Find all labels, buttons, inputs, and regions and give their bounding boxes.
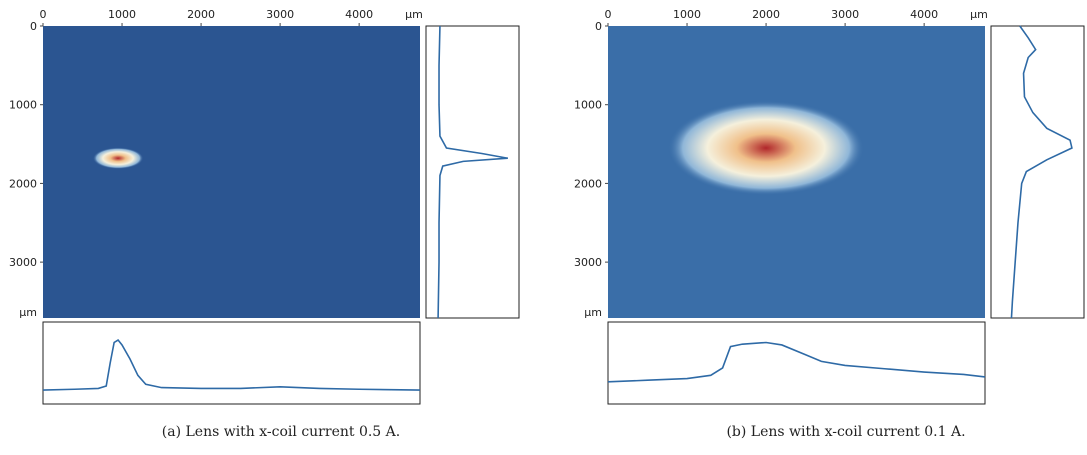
x-tick-label: 1000 [673, 8, 701, 21]
x-tick-label: 2000 [752, 8, 780, 21]
x-tick-label: 1000 [108, 8, 136, 21]
beam-spot [668, 100, 865, 196]
y-tick-label: 3000 [574, 256, 602, 269]
x-unit-label: μm [405, 8, 423, 21]
x-tick-label: 4000 [910, 8, 938, 21]
y-profile-frame [990, 25, 1085, 319]
y-profile-frame [425, 25, 520, 319]
panel: 0 1000 2000 3000 4000 μm 0 1000 2000 3000 μm (b) Le… [574, 8, 1085, 440]
y-tick-label: 1000 [9, 99, 37, 112]
y-tick-label: 1000 [574, 99, 602, 112]
x-tick-label: 0 [40, 8, 47, 21]
image-background [43, 26, 420, 318]
x-tick-label: 3000 [266, 8, 294, 21]
x-profile-line [607, 341, 986, 383]
y-tick-label: 0 [30, 20, 37, 33]
x-tick-label: 3000 [831, 8, 859, 21]
y-tick-label: 0 [595, 20, 602, 33]
panel: 0 1000 2000 3000 4000 μm 0 1000 2000 3000 μm (a) Le… [9, 8, 520, 440]
y-profile-line [437, 25, 508, 319]
y-unit-label: μm [19, 306, 37, 319]
y-tick-label: 3000 [9, 256, 37, 269]
caption: (b) Lens with x-coil current 0.1 A. [726, 424, 965, 440]
y-profile-line [1010, 25, 1073, 319]
y-tick-label: 2000 [9, 177, 37, 190]
x-profile-line [42, 338, 421, 391]
x-profile-frame [42, 321, 421, 405]
x-tick-label: 4000 [345, 8, 373, 21]
caption: (a) Lens with x-coil current 0.5 A. [162, 424, 400, 440]
y-tick-label: 2000 [574, 177, 602, 190]
x-tick-label: 0 [605, 8, 612, 21]
y-unit-label: μm [584, 306, 602, 319]
beam-spot [92, 147, 144, 169]
x-tick-label: 2000 [187, 8, 215, 21]
x-profile-frame [607, 321, 986, 405]
x-unit-label: μm [970, 8, 988, 21]
